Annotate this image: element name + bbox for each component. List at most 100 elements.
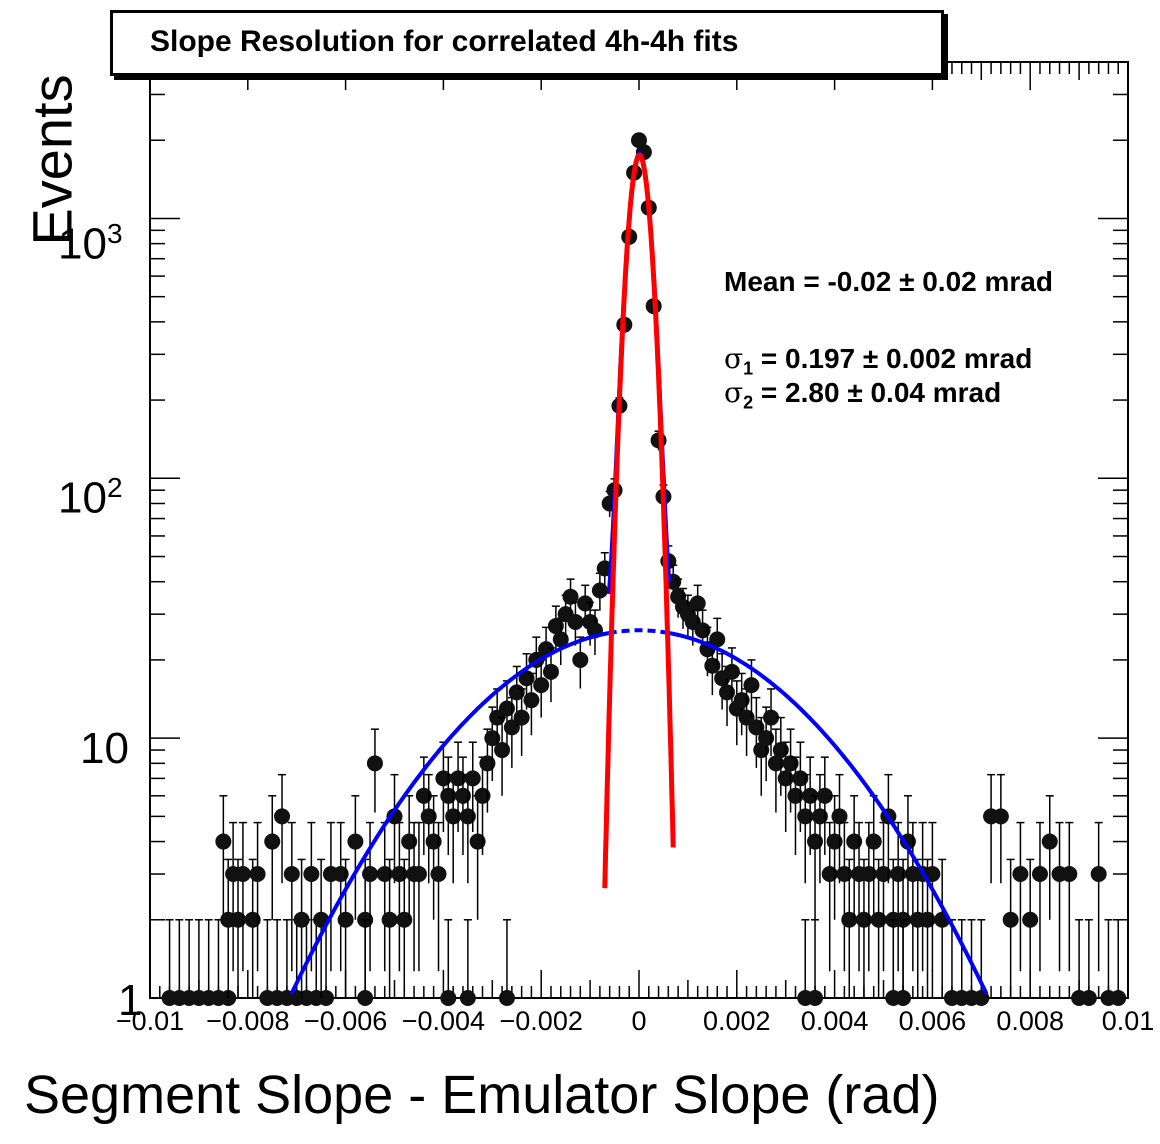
data-marker [498,990,515,1006]
wide-gaussian-dashed [608,628,670,636]
x-tick-label: 0 [631,1006,647,1036]
data-point [435,741,452,832]
data-marker [591,582,608,599]
data-point [513,688,530,757]
data-point [733,672,750,736]
data-marker [758,730,775,747]
data-marker [498,700,515,717]
data-points [161,132,1127,1006]
data-point [1002,858,1019,998]
data-marker [816,787,833,804]
data-marker [464,770,481,787]
data-marker [249,866,266,883]
data-marker [860,866,877,883]
data-marker [992,808,1009,825]
data-marker [787,787,804,804]
data-marker [410,866,427,883]
data-point [1012,821,1029,972]
data-point [430,821,447,972]
data-marker [763,709,780,726]
y-tick-label-1000: 103 [58,218,123,269]
data-marker [885,990,902,1006]
data-point [391,821,408,972]
data-point [1022,858,1039,998]
data-point [1041,795,1058,920]
data-point [983,773,1000,884]
data-marker [430,866,447,883]
data-point [386,773,403,884]
data-marker [547,618,564,635]
data-marker [533,677,550,694]
data-point [264,795,281,920]
data-marker [244,911,261,928]
wide-gaussian-right [668,631,989,995]
data-marker [826,833,843,850]
data-point [807,919,824,1006]
data-marker [689,595,706,612]
data-point [704,641,721,696]
stat-mean: Mean = -0.02 ± 0.02 mrad [724,266,1053,297]
data-marker [836,866,853,883]
title-box [110,10,944,76]
sigma1-subscript: 1 [743,358,754,379]
axis-ticks [149,61,1129,999]
fit-curves [289,151,989,995]
data-marker [435,770,452,787]
data-point [401,795,418,920]
data-marker [821,866,838,883]
data-marker [459,990,476,1006]
data-marker [1110,990,1127,1006]
data-marker [332,866,349,883]
data-marker [855,911,872,928]
data-marker [484,730,501,747]
data-marker [459,808,476,825]
data-point [234,821,251,972]
data-point [420,773,437,884]
data-marker [694,622,711,639]
data-marker [782,755,799,772]
x-tick-label: 0.004 [800,1006,869,1036]
sigma2-value: = 2.80 ± 0.04 mrad [753,377,1002,408]
sigma2-subscript: 2 [743,392,754,413]
x-tick-label: −0.006 [303,1006,388,1036]
data-marker [293,911,310,928]
data-marker [807,990,824,1006]
data-marker [870,911,887,928]
data-marker [1022,911,1039,928]
data-point [885,919,902,1006]
data-marker [743,677,760,694]
data-marker [738,709,755,726]
data-point [831,773,848,884]
data-marker [503,719,520,736]
data-marker [401,833,418,850]
data-marker [396,911,413,928]
data-marker [841,911,858,928]
data-marker [890,866,907,883]
data-point [244,858,261,998]
data-marker [415,787,432,804]
data-marker [567,613,584,630]
data-point [841,858,858,998]
data-marker [865,833,882,850]
x-tick-label: −0.002 [499,1006,583,1036]
data-marker [445,808,462,825]
data-marker [494,742,511,759]
data-marker [733,692,750,709]
chart-title: Slope Resolution for correlated 4h-4h fi… [150,25,739,58]
data-point [763,688,780,757]
data-point [303,821,320,972]
data-marker [450,770,467,787]
data-marker [562,588,579,605]
data-point [357,919,374,1006]
data-marker [391,866,408,883]
narrow-gaussian-fit [602,152,676,889]
data-marker [709,631,726,648]
data-point [230,858,247,998]
data-marker [1041,833,1058,850]
data-point [396,858,413,998]
data-point [440,919,457,1006]
data-marker [376,866,393,883]
data-point [381,858,398,998]
data-marker [846,833,863,850]
